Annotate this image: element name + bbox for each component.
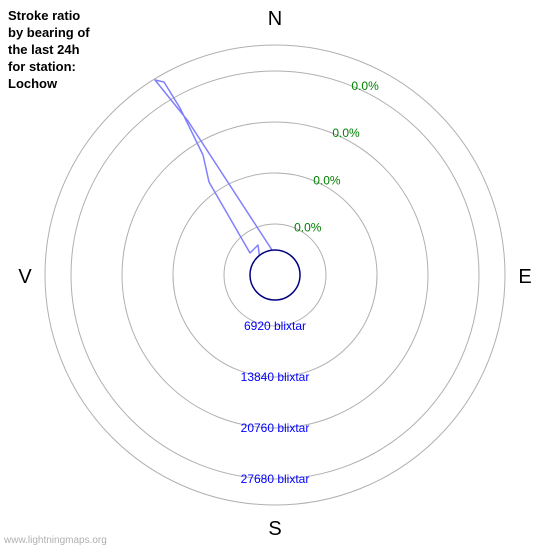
ring-value-label: 27680 blixtar xyxy=(241,472,310,486)
cardinal-label: E xyxy=(518,266,531,288)
rose-petal xyxy=(155,80,275,275)
ring-value-label: 20760 blixtar xyxy=(241,421,310,435)
percent-label: 0.0% xyxy=(332,126,360,140)
chart-title: Stroke ratioby bearing ofthe last 24hfor… xyxy=(8,8,90,92)
cardinal-label: N xyxy=(268,8,282,30)
inner-circle xyxy=(250,250,300,300)
percent-label: 0.0% xyxy=(313,173,341,187)
watermark-text: www.lightningmaps.org xyxy=(4,535,107,546)
cardinal-label: S xyxy=(268,518,281,540)
ring-value-label: 6920 blixtar xyxy=(244,319,306,333)
cardinal-label: V xyxy=(18,266,32,288)
percent-label: 0.0% xyxy=(294,221,322,235)
percent-label: 0.0% xyxy=(351,79,379,93)
ring-value-label: 13840 blixtar xyxy=(241,370,310,384)
